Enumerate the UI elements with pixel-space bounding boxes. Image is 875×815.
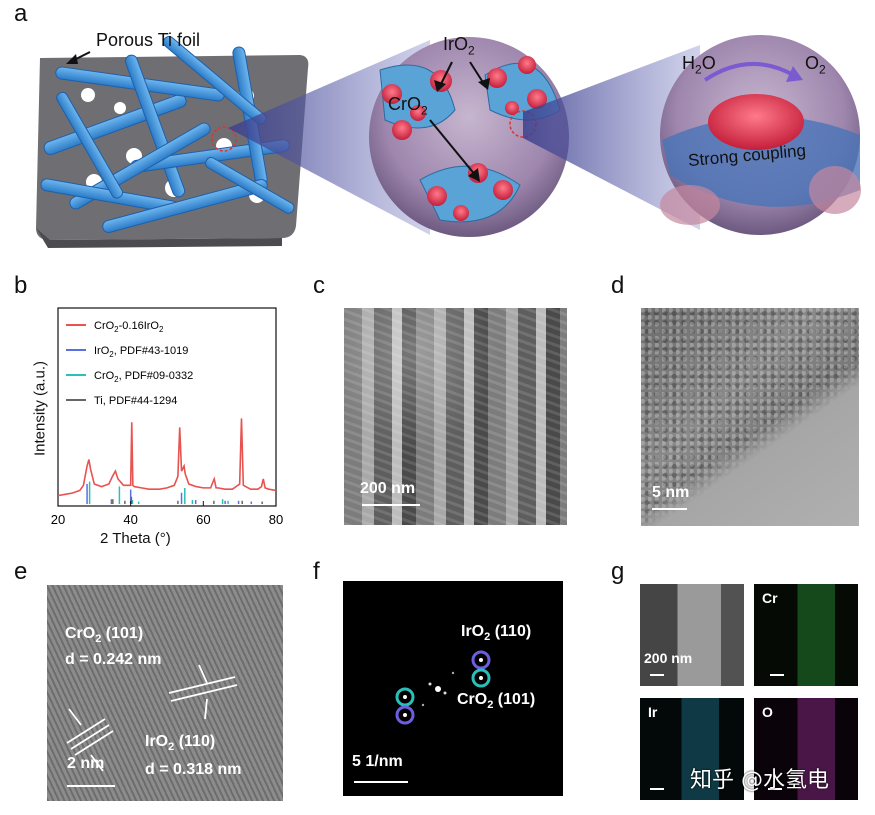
ir-map: Ir bbox=[640, 698, 744, 800]
legend-entry-3: Ti, PDF#44-1294 bbox=[94, 395, 177, 407]
o-map-label: O bbox=[762, 704, 773, 720]
x-tick-label-60: 60 bbox=[196, 512, 210, 527]
panel-c-label: c bbox=[313, 272, 325, 299]
hrtem-scale-bar bbox=[67, 785, 115, 787]
cr-map-label: Cr bbox=[762, 590, 778, 606]
panel-a-label: a bbox=[14, 0, 28, 27]
iro2-label-a: IrO2 bbox=[443, 34, 475, 58]
panel-a-schematic bbox=[36, 35, 861, 248]
h2o-label: H2O bbox=[682, 53, 716, 77]
hrtem-scale-label: 2 nm bbox=[67, 755, 105, 772]
o-scale-bar bbox=[768, 788, 782, 790]
iro2-plane-label: IrO2 (110) bbox=[145, 733, 216, 754]
tem-d-scale-label: 5 nm bbox=[652, 484, 690, 501]
fft-cro2-label: CrO2 (101) bbox=[457, 691, 536, 712]
cr-map: Cr bbox=[754, 584, 858, 686]
iro2-d-label: d = 0.318 nm bbox=[145, 761, 242, 778]
xrd-chart: 20 40 60 80 CrO2-0.16IrO2 IrO2, PDF#43-1019 C… bbox=[51, 307, 283, 527]
ir-scale-bar bbox=[650, 788, 664, 790]
legend-entry-1: IrO2, PDF#43-1019 bbox=[94, 345, 188, 359]
hrtem-image: CrO2 (101) d = 0.242 nm IrO2 (110) d = 0… bbox=[47, 585, 283, 801]
sem-scale-label: 200 nm bbox=[360, 480, 416, 497]
panel-b-label: b bbox=[14, 272, 28, 299]
haadf-scale-bar bbox=[650, 674, 664, 676]
panel-f-label: f bbox=[313, 558, 320, 585]
fft-image: IrO2 (110) CrO2 (101) 5 1/nm bbox=[343, 581, 563, 796]
o2-label: O2 bbox=[805, 53, 826, 77]
watermark: 知乎 @水氢电 bbox=[690, 768, 829, 793]
chart-frame bbox=[57, 307, 277, 507]
x-axis-label: 2 Theta (°) bbox=[100, 530, 171, 547]
haadf-image: 200 nm bbox=[640, 584, 744, 686]
x-tick-label-40: 40 bbox=[123, 512, 137, 527]
sem-image: 200 nm bbox=[344, 308, 567, 525]
o-map: O bbox=[754, 698, 858, 800]
panel-g-label: g bbox=[611, 558, 625, 585]
x-tick-label-80: 80 bbox=[269, 512, 283, 527]
cro2-label-a: CrO2 bbox=[388, 94, 428, 118]
fft-iro2-label: IrO2 (110) bbox=[461, 623, 532, 644]
cro2-plane-label: CrO2 (101) bbox=[65, 625, 144, 646]
y-axis-label: Intensity (a.u.) bbox=[31, 360, 49, 457]
sem-scale-bar bbox=[362, 504, 420, 506]
cro2-d-label: d = 0.242 nm bbox=[65, 651, 162, 668]
fft-scale-label: 5 1/nm bbox=[352, 753, 403, 770]
tem-d-scale-bar bbox=[652, 508, 687, 510]
ir-map-label: Ir bbox=[648, 704, 658, 720]
haadf-scale-label: 200 nm bbox=[644, 650, 693, 666]
legend-entry-2: CrO2, PDF#09-0332 bbox=[94, 370, 193, 384]
series-line-cro2-iro2 bbox=[57, 418, 277, 497]
panel-d-label: d bbox=[611, 272, 625, 299]
cr-scale-bar bbox=[770, 674, 784, 676]
legend-entry-0: CrO2-0.16IrO2 bbox=[94, 320, 164, 334]
fft-scale-bar bbox=[354, 781, 408, 783]
porous-ti-label: Porous Ti foil bbox=[96, 30, 201, 50]
panel-e-label: e bbox=[14, 558, 28, 585]
x-tick-label-20: 20 bbox=[51, 512, 65, 527]
tem-image-d: 5 nm bbox=[641, 308, 859, 526]
